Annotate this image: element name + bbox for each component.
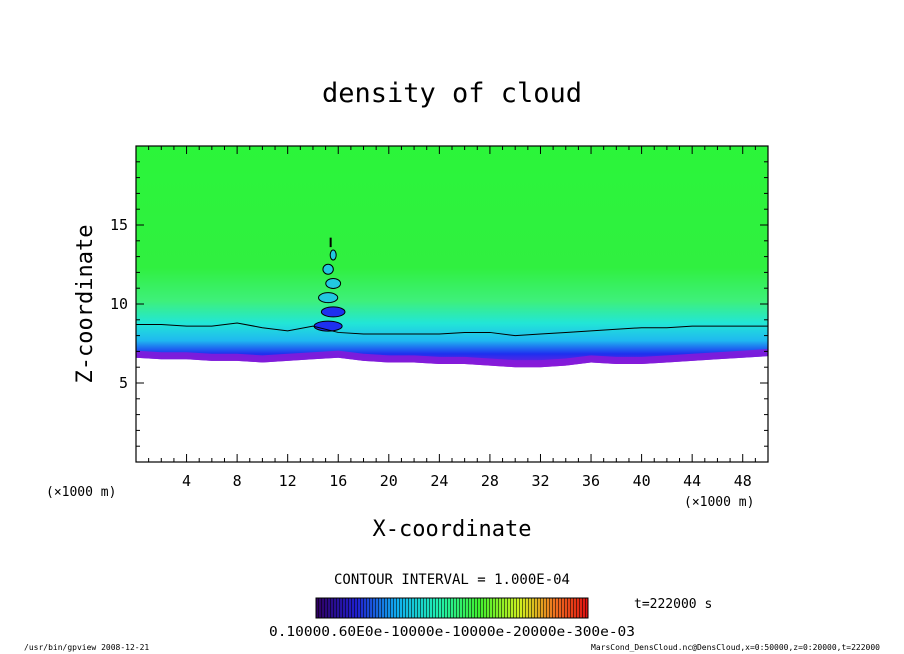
x-unit-left: (×1000 m) [46,485,116,500]
cloud-density-field [136,146,768,368]
footer-left: /usr/bin/gpview 2008-12-21 [24,643,149,652]
chart-title: density of cloud [322,78,582,109]
plume-contour [325,277,342,289]
x-tick-label: 28 [481,472,499,490]
contour-interval-label: CONTOUR INTERVAL = 1.000E-04 [334,572,570,588]
colorbar-tick-labels: 0.10000.60E0e-10000e-10000e-20000e-300e-… [269,625,635,640]
cloud-top-contour [136,322,768,337]
y-tick-label: 10 [110,295,128,313]
x-tick-label: 8 [233,472,242,490]
plume-contour [329,249,337,261]
footer-right: MarsCond_DensCloud.nc@DensCloud,x=0:5000… [591,643,880,652]
plume-contour [320,306,346,318]
plume-contour [322,263,334,275]
cloud-base-band [136,349,768,368]
x-tick-label: 36 [582,472,600,490]
x-tick-label: 20 [380,472,398,490]
y-tick-label: 5 [119,374,128,392]
y-axis-ticks: 5 10 15 [110,161,768,447]
plot-area [136,146,768,368]
x-tick-label: 48 [734,472,752,490]
plume-contour [318,292,339,304]
x-tick-label: 12 [279,472,297,490]
colorbar-stripes [316,598,588,618]
x-tick-label: 40 [633,472,651,490]
x-axis-ticks: 4 8 12 16 20 24 28 32 36 40 44 48 [148,146,756,490]
y-tick-label: 15 [110,216,128,234]
x-axis-title: X-coordinate [373,517,532,542]
x-tick-label: 32 [531,472,549,490]
x-tick-label: 4 [182,472,191,490]
time-label: t=222000 s [634,597,712,612]
convective-plume [313,237,346,332]
x-tick-label: 16 [329,472,347,490]
x-unit-right: (×1000 m) [684,495,754,510]
x-tick-label: 44 [683,472,701,490]
x-tick-label: 24 [430,472,448,490]
colorbar [315,597,589,619]
y-axis-title: Z-coordinate [73,225,98,384]
